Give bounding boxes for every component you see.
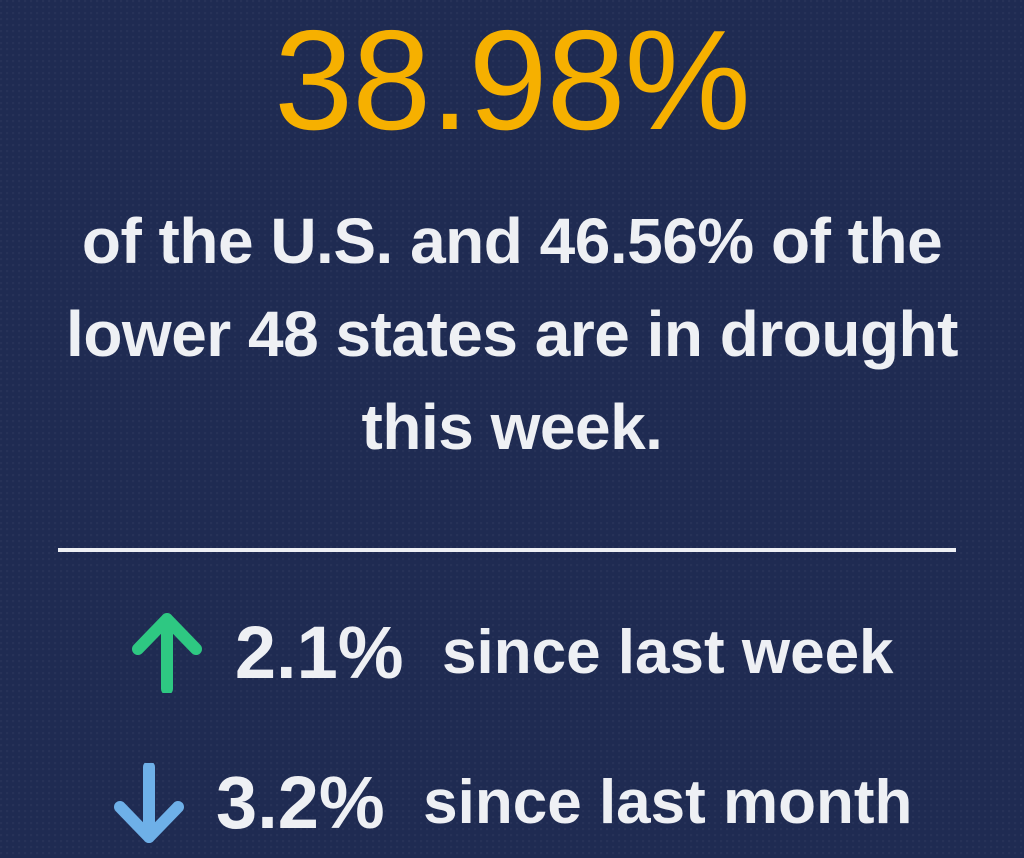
monthly-change-row: 3.2% since last month xyxy=(0,758,1024,848)
monthly-change-value: 3.2% xyxy=(216,761,385,844)
drought-percentage-headline: 38.98% xyxy=(274,1,751,160)
weekly-change-label: since last week xyxy=(442,618,894,687)
weekly-change-value: 2.1% xyxy=(234,611,404,694)
arrow-up-icon xyxy=(132,613,203,693)
monthly-change-label: since last month xyxy=(423,768,913,837)
weekly-change-row: 2.1% since last week xyxy=(0,608,1024,698)
drought-description: of the U.S. and 46.56% of the lower 48 s… xyxy=(66,205,958,463)
divider xyxy=(58,548,956,552)
arrow-down-icon xyxy=(113,763,184,843)
